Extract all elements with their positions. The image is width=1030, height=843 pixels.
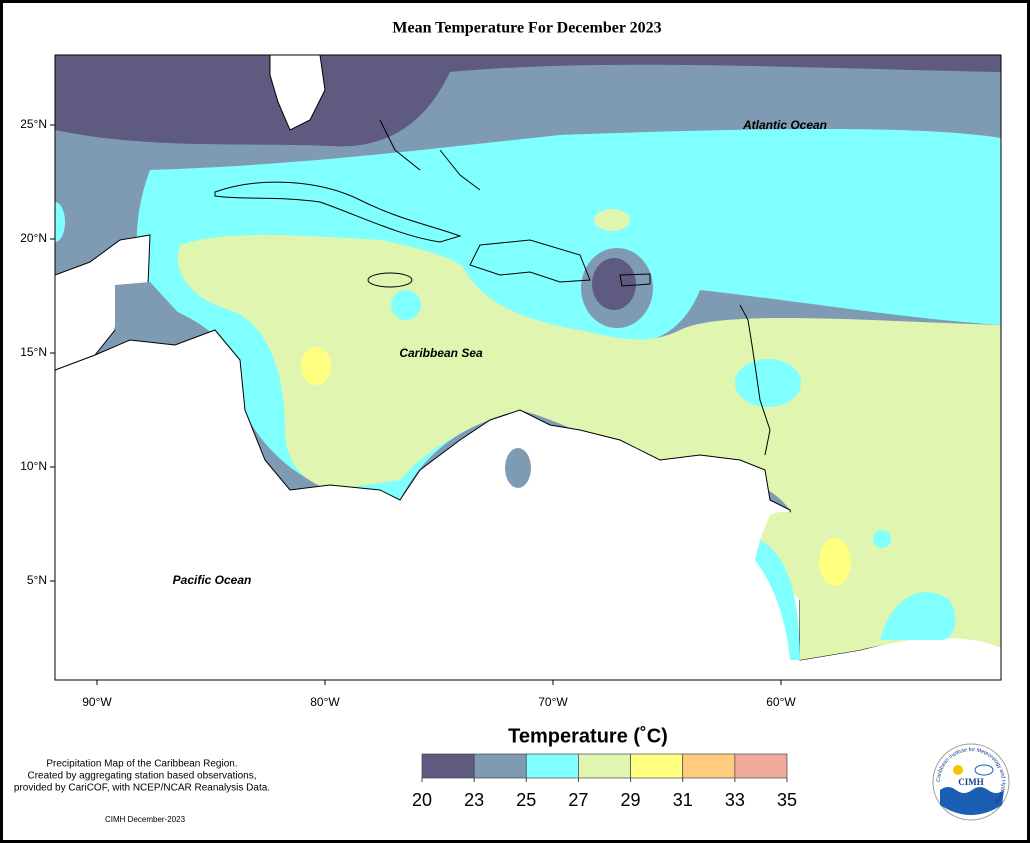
note: provided by CariCOF, with NCEP/NCAR Rean… (14, 783, 270, 794)
map (55, 55, 1001, 680)
legend-bin (578, 753, 631, 779)
legend-tick-label: 31 (673, 790, 693, 810)
field-25-27 (55, 202, 65, 242)
hispaniola (469, 239, 591, 283)
field-20-23 (592, 258, 636, 310)
logo: CIMH Caribbean Institute for Meteorology… (932, 743, 1010, 821)
legend: 20 23 25 27 29 31 33 35 (412, 753, 797, 810)
legend-tick-label: 25 (516, 790, 536, 810)
footer: CIMH December-2023 (105, 815, 186, 824)
map-border (54, 54, 1002, 681)
field-27-29 (594, 209, 630, 231)
logo-cloud (974, 764, 994, 776)
legend-tick-label: 35 (777, 790, 797, 810)
field-25-27 (755, 540, 800, 660)
jamaica (367, 272, 413, 288)
bahamas (379, 119, 481, 191)
field-25-27 (735, 359, 801, 407)
lat-tick-label: 10°N (20, 459, 47, 473)
legend-bin (734, 753, 788, 779)
cuba (214, 181, 462, 243)
lat-tick-label: 25°N (20, 117, 47, 131)
ocean-label: Caribbean Sea (399, 346, 483, 360)
legend-tick-label: 23 (464, 790, 484, 810)
logo-waves (940, 787, 1004, 815)
field-25-27 (880, 592, 956, 640)
lake-maracaibo (505, 448, 531, 488)
lon-tick-label: 60°W (766, 695, 796, 709)
field-29-31 (301, 347, 331, 385)
lon-tick-label: 70°W (538, 695, 568, 709)
legend-bin (525, 753, 579, 779)
legend-title: Temperature (˚C) (508, 724, 668, 747)
ocean-label: Pacific Ocean (173, 573, 252, 587)
field-25-27 (873, 530, 891, 548)
puerto-rico (619, 273, 651, 287)
legend-bin (682, 753, 736, 779)
field-25-27 (391, 290, 421, 320)
lon-tick-label: 90°W (82, 695, 112, 709)
legend-tick-label: 20 (412, 790, 432, 810)
legend-tick-label: 27 (568, 790, 588, 810)
legend-bin (630, 753, 684, 779)
florida (269, 55, 326, 131)
note: Precipitation Map of the Caribbean Regio… (46, 759, 237, 770)
lon-tick-label: 80°W (310, 695, 340, 709)
lat-tick-label: 20°N (20, 231, 47, 245)
note: Created by aggregating station based obs… (27, 771, 256, 782)
field-29-31 (819, 538, 851, 586)
ocean-label: Atlantic Ocean (742, 118, 827, 132)
logo-sun (953, 765, 963, 775)
legend-bin (473, 753, 527, 779)
logo-label: CIMH (958, 777, 984, 787)
field-23-25 (115, 282, 185, 335)
legend-tick-label: 33 (725, 790, 745, 810)
lesser-antilles (739, 304, 771, 456)
legend-bin (421, 753, 475, 779)
lat-tick-label: 5°N (27, 573, 47, 587)
map-title: Mean Temperature For December 2023 (392, 20, 661, 37)
legend-tick-label: 29 (621, 790, 641, 810)
lat-tick-label: 15°N (20, 345, 47, 359)
